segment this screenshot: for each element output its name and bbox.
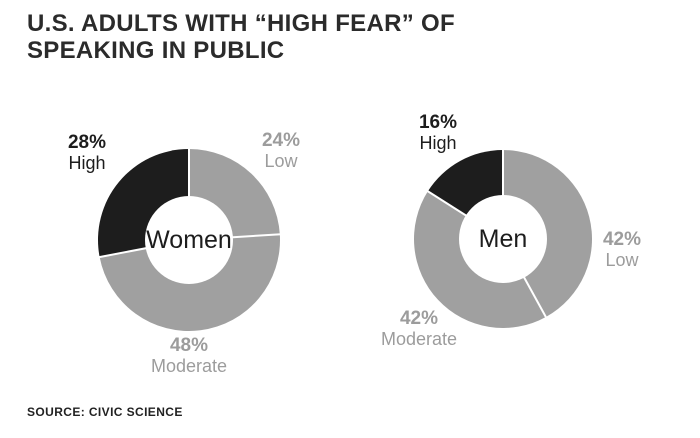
men-high-value: 16%	[418, 112, 458, 133]
women-high-value: 28%	[67, 132, 107, 153]
women-moderate-label: 48% Moderate	[134, 335, 244, 376]
women-donut-chart	[98, 148, 281, 332]
women-moderate-value: 48%	[169, 335, 209, 356]
women-center-label: Women	[146, 226, 232, 254]
men-high-name: High	[419, 133, 457, 153]
men-high-label: 16% High	[383, 112, 493, 153]
men-donut-chart	[414, 149, 592, 328]
chart-title: U.S. ADULTS WITH “HIGH FEAR” OF SPEAKING…	[27, 10, 455, 64]
women-low-name: Low	[264, 151, 298, 171]
women-low-label: 24% Low	[226, 130, 336, 171]
source-attribution: SOURCE: CIVIC SCIENCE	[27, 405, 183, 419]
donut-hole	[145, 196, 233, 284]
chart-title-line2: SPEAKING IN PUBLIC	[27, 37, 285, 64]
men-low-label: 42% Low	[567, 229, 677, 270]
women-low-value: 24%	[261, 130, 301, 151]
men-low-name: Low	[605, 250, 639, 270]
women-high-label: 28% High	[32, 132, 142, 173]
men-moderate-value: 42%	[399, 308, 439, 329]
chart-title-line1: U.S. ADULTS WITH “HIGH FEAR” OF	[27, 10, 455, 37]
women-moderate-name: Moderate	[150, 356, 228, 376]
men-center-label: Men	[478, 225, 528, 253]
men-moderate-label: 42% Moderate	[364, 308, 474, 349]
donut-hole	[459, 195, 547, 283]
men-moderate-name: Moderate	[380, 329, 458, 349]
men-low-value: 42%	[602, 229, 642, 250]
women-high-name: High	[68, 153, 106, 173]
